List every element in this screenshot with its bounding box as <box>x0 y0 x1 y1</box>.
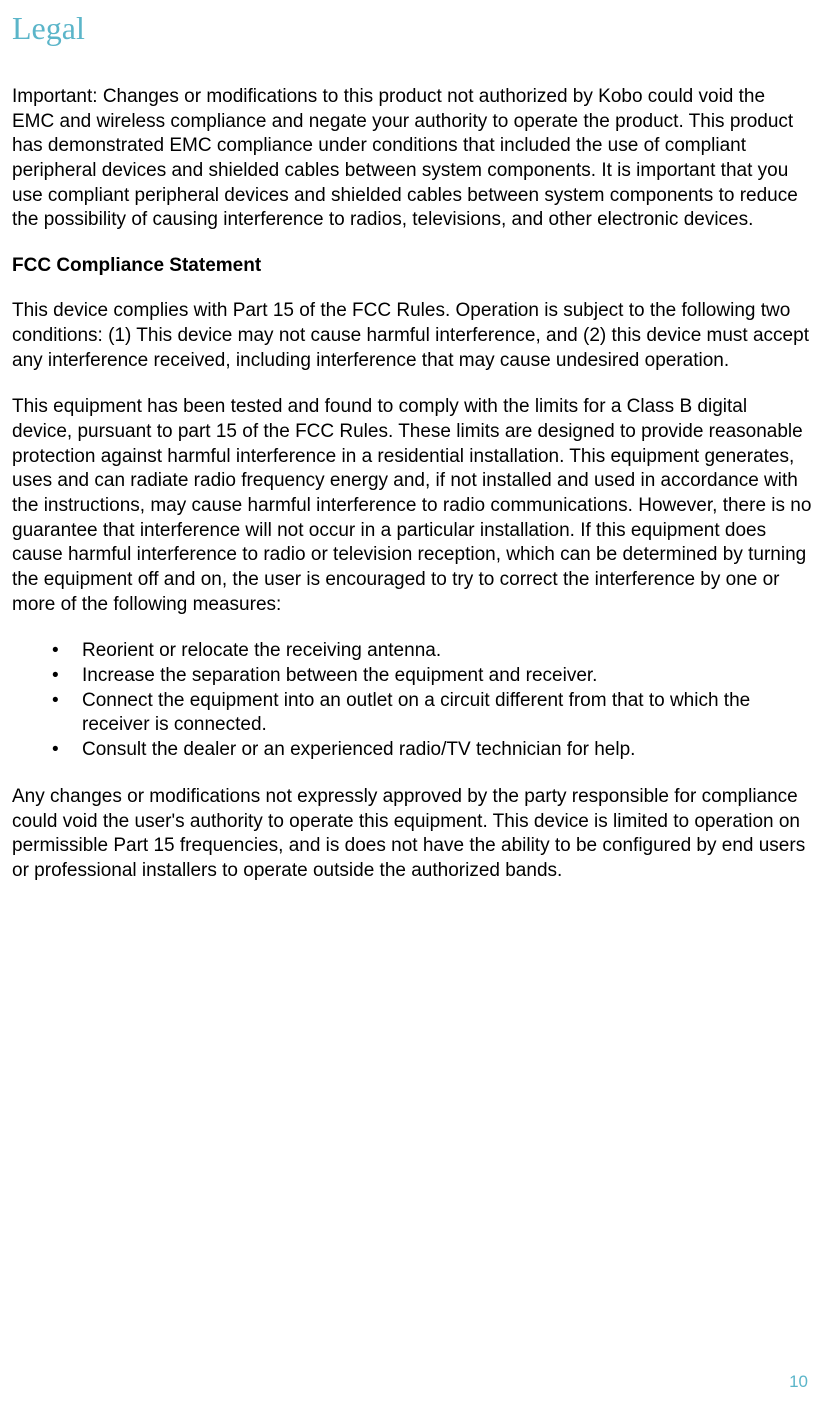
bullet-item: Reorient or relocate the receiving anten… <box>52 639 812 664</box>
paragraph-fcc-1: This device complies with Part 15 of the… <box>12 299 812 373</box>
bullet-text: Increase the separation between the equi… <box>82 665 597 686</box>
bullet-item: Consult the dealer or an experienced rad… <box>52 738 812 763</box>
paragraph-fcc-2: This equipment has been tested and found… <box>12 395 812 617</box>
bullet-text: Connect the equipment into an outlet on … <box>82 690 750 736</box>
bullet-item: Increase the separation between the equi… <box>52 664 812 689</box>
bullet-list: Reorient or relocate the receiving anten… <box>12 639 812 762</box>
paragraph-important: Important: Changes or modifications to t… <box>12 85 812 233</box>
paragraph-fcc-3: Any changes or modifications not express… <box>12 785 812 884</box>
fcc-heading: FCC Compliance Statement <box>12 255 812 277</box>
bullet-item: Connect the equipment into an outlet on … <box>52 689 812 738</box>
bullet-text: Consult the dealer or an experienced rad… <box>82 739 635 760</box>
page-number: 10 <box>789 1372 808 1392</box>
section-title: Legal <box>12 10 812 47</box>
bullet-text: Reorient or relocate the receiving anten… <box>82 640 441 661</box>
document-page: Legal Important: Changes or modification… <box>0 0 824 884</box>
